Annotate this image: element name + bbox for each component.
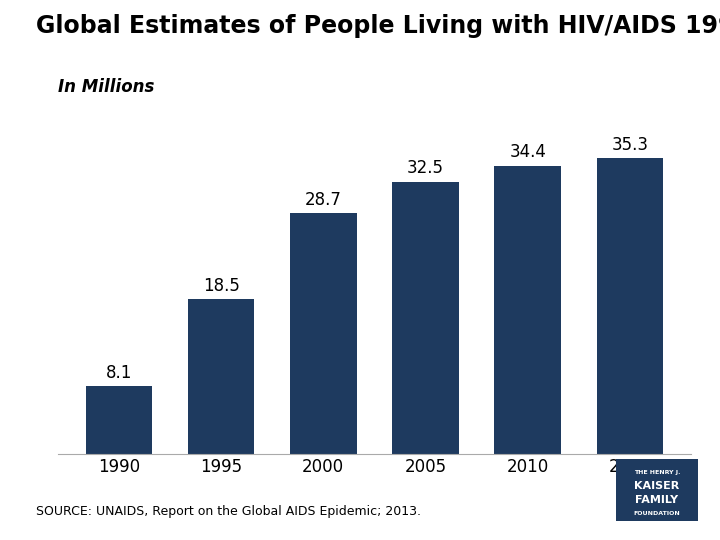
Bar	[495, 166, 561, 454]
Text: 28.7: 28.7	[305, 191, 342, 209]
Text: In Millions: In Millions	[58, 78, 154, 96]
Bar	[597, 158, 663, 454]
Text: SOURCE: UNAIDS, Report on the Global AIDS Epidemic; 2013.: SOURCE: UNAIDS, Report on the Global AID…	[36, 505, 421, 518]
Bar	[86, 386, 152, 454]
Text: FOUNDATION: FOUNDATION	[634, 510, 680, 516]
Text: 32.5: 32.5	[407, 159, 444, 177]
Text: Global Estimates of People Living with HIV/AIDS 1990-2012: Global Estimates of People Living with H…	[36, 14, 720, 37]
Text: FAMILY: FAMILY	[636, 495, 678, 505]
Bar	[290, 213, 356, 454]
Text: THE HENRY J.: THE HENRY J.	[634, 470, 680, 475]
Bar	[392, 181, 459, 454]
Text: 8.1: 8.1	[106, 363, 132, 382]
Bar	[188, 299, 254, 454]
Text: 34.4: 34.4	[509, 144, 546, 161]
Text: 35.3: 35.3	[611, 136, 649, 154]
Text: KAISER: KAISER	[634, 481, 680, 491]
Text: 18.5: 18.5	[202, 276, 240, 295]
